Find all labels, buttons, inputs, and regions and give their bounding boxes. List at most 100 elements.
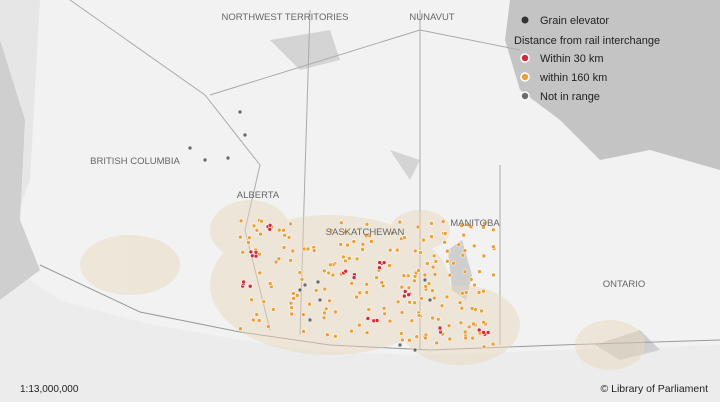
legend-title: Distance from rail interchange — [514, 35, 660, 47]
elevator-dot — [434, 340, 440, 346]
elevator-dot — [399, 284, 405, 290]
elevator-dot — [253, 250, 259, 255]
elevator-dot — [238, 234, 243, 240]
elevator-dot — [461, 232, 467, 238]
elevator-dot — [427, 297, 433, 303]
elevator-dot — [364, 330, 370, 336]
elevator-dot — [288, 221, 293, 227]
elevator-dot — [321, 315, 327, 321]
elevator-dot — [390, 230, 395, 236]
elevator-dot — [435, 316, 441, 322]
elevator-dot — [429, 221, 434, 226]
elevator-dot — [257, 251, 262, 257]
elevator-dot — [377, 265, 382, 271]
elevator-dot — [481, 253, 487, 259]
elevator-dot — [338, 220, 344, 226]
elevator-dot — [357, 290, 363, 296]
elevator-dot — [423, 335, 428, 341]
elevator-dot — [281, 245, 287, 250]
credit: © Library of Parliament — [600, 383, 708, 395]
elevator-dot — [343, 229, 348, 235]
elevator-dot — [412, 278, 417, 284]
elevator-dot — [290, 248, 296, 254]
elevator-dot — [322, 310, 327, 316]
elevator-dot — [351, 275, 357, 280]
elevator-dot — [248, 249, 254, 255]
legend-label: Not in range — [540, 91, 600, 103]
elevator-dot — [394, 247, 400, 253]
elevator-dot — [364, 222, 370, 227]
elevator-dot — [254, 228, 260, 233]
elevator-dot — [313, 288, 319, 293]
elevator-dot — [442, 240, 448, 245]
elevator-dot — [412, 300, 417, 306]
elevator-dot — [289, 311, 295, 317]
legend: Grain elevator Distance from rail interc… — [514, 15, 660, 103]
elevator-dot — [327, 298, 332, 304]
elevator-dot — [364, 281, 370, 287]
legend-label: Within 30 km — [540, 53, 604, 65]
elevator-dot — [468, 224, 474, 230]
elevator-dot — [432, 272, 438, 277]
region-labels: NORTHWEST TERRITORIES NUNAVUT BRITISH COLU… — [90, 12, 645, 290]
elevator-dot — [476, 327, 482, 333]
elevator-dot — [288, 258, 293, 263]
elevator-dot — [282, 232, 288, 238]
elevator-dot — [460, 252, 466, 258]
elevator-dot — [409, 318, 415, 324]
elevator-dot — [426, 281, 432, 286]
elevator-dot — [470, 335, 475, 341]
elevator-dot — [416, 268, 421, 273]
elevator-dot — [491, 227, 496, 233]
elevator-dot — [446, 323, 452, 329]
elevator-dot — [253, 253, 259, 259]
elevator-dot — [343, 268, 349, 274]
elevator-dot — [433, 259, 439, 264]
elevator-dot — [307, 317, 313, 323]
elevator-dot — [286, 235, 292, 240]
elevator-dot — [333, 333, 338, 339]
elevator-dot — [490, 244, 496, 249]
region-label: ALBERTA — [237, 190, 280, 201]
elevator-dot — [462, 248, 468, 253]
elevator-dot — [491, 272, 496, 278]
pacific — [0, 40, 40, 300]
elevator-dot — [423, 284, 429, 289]
elevator-dot — [463, 335, 469, 341]
elevator-dot — [472, 282, 477, 288]
elevator-dot — [349, 280, 355, 286]
elevator-dot — [354, 256, 360, 262]
elevator-dot — [416, 313, 422, 318]
legend-marker — [520, 72, 530, 82]
elevator-dot — [363, 233, 369, 239]
elevator-dot — [187, 145, 193, 151]
elevator-dot — [415, 224, 421, 230]
elevator-dot — [377, 260, 383, 265]
elevator-dot — [267, 227, 273, 232]
region-label: BRITISH COLUMBIA — [90, 156, 180, 167]
elevator-dot — [387, 318, 393, 324]
scale: 1:13,000,000 — [20, 384, 79, 395]
elevator-dot — [430, 288, 435, 293]
elevator-dot — [305, 246, 311, 252]
elevator-dot — [365, 316, 371, 321]
elevator-dot — [333, 309, 338, 315]
elevator-dot — [356, 322, 362, 328]
region-label: NORTHWEST TERRITORIES — [221, 12, 348, 23]
lakes — [270, 30, 420, 180]
elevator-dot — [374, 318, 380, 323]
elevator-dot — [315, 279, 321, 285]
elevator-dot — [273, 259, 279, 265]
lake-winnipeg — [448, 240, 472, 300]
legend-label: within 160 km — [539, 72, 607, 84]
elevator-dot — [430, 264, 436, 270]
elevator-dot — [451, 260, 456, 266]
elevator-dot — [481, 330, 486, 335]
elevator-dot — [247, 235, 252, 240]
elevator-dot — [477, 269, 482, 274]
elevator-dot — [330, 272, 336, 278]
elevator-dot — [345, 242, 350, 248]
elevator-dot — [301, 329, 306, 334]
region-label: MANITOBA — [450, 218, 500, 229]
elevator-dot — [297, 287, 303, 293]
